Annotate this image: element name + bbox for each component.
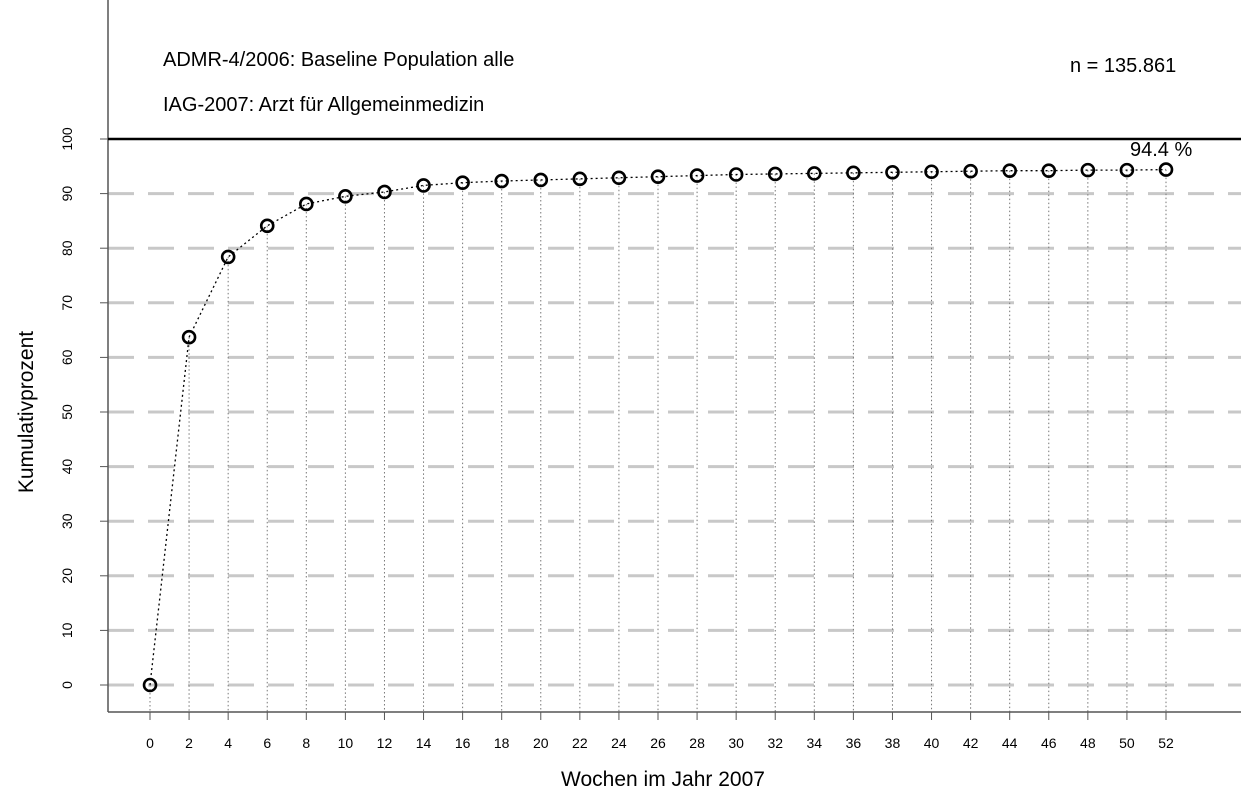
x-tick-label-34: 34 bbox=[807, 735, 823, 751]
frame-layer: 0 2 4 6 8 10 12 14 16 18 20 22 24 26 28 30 32 34 36 38 40 42 4… bbox=[59, 0, 1241, 751]
x-tick-label-12: 12 bbox=[377, 735, 393, 751]
y-tick-label-80: 80 bbox=[59, 240, 75, 256]
data-point-week-12 bbox=[377, 184, 392, 200]
x-tick-label-28: 28 bbox=[689, 735, 705, 751]
y-tick-label-100: 100 bbox=[59, 127, 75, 151]
subtitle-line-1: ADMR-4/2006: Baseline Population alle bbox=[163, 49, 514, 71]
x-tick-label-30: 30 bbox=[728, 735, 744, 751]
data-point-week-8 bbox=[299, 196, 314, 212]
x-tick-label-0: 0 bbox=[146, 735, 154, 751]
data-point-week-6 bbox=[259, 218, 275, 234]
x-tick-label-38: 38 bbox=[885, 735, 901, 751]
data-point-week-16 bbox=[455, 175, 470, 190]
x-axis-label: Wochen im Jahr 2007 bbox=[561, 768, 765, 791]
data-point-week-32 bbox=[767, 166, 783, 182]
x-tick-label-52: 52 bbox=[1158, 735, 1174, 751]
data-point-week-48 bbox=[1080, 162, 1096, 178]
x-tick-label-48: 48 bbox=[1080, 735, 1096, 751]
final-value-label: 94.4 % bbox=[1130, 139, 1192, 161]
x-tick-label-22: 22 bbox=[572, 735, 588, 751]
data-point-week-18 bbox=[494, 173, 509, 189]
data-point-week-20 bbox=[533, 172, 549, 188]
y-tick-label-90: 90 bbox=[59, 186, 75, 202]
series-layer bbox=[142, 162, 1174, 693]
data-point-week-4 bbox=[220, 249, 236, 265]
data-point-week-0 bbox=[142, 677, 158, 693]
x-tick-label-14: 14 bbox=[416, 735, 432, 751]
y-tick-label-40: 40 bbox=[59, 459, 75, 475]
data-point-week-2 bbox=[181, 329, 197, 345]
x-tick-label-40: 40 bbox=[924, 735, 940, 751]
data-point-week-40 bbox=[924, 164, 939, 180]
data-point-week-22 bbox=[572, 171, 588, 187]
y-tick-label-0: 0 bbox=[59, 681, 75, 689]
x-tick-label-4: 4 bbox=[224, 735, 232, 751]
data-point-week-28 bbox=[689, 168, 705, 183]
x-tick-label-18: 18 bbox=[494, 735, 510, 751]
y-tick-label-50: 50 bbox=[59, 404, 75, 420]
x-tick-label-26: 26 bbox=[650, 735, 666, 751]
sample-size-label: n = 135.861 bbox=[1070, 55, 1176, 77]
data-point-week-50 bbox=[1119, 162, 1135, 178]
data-point-week-30 bbox=[728, 167, 744, 182]
x-tick-label-46: 46 bbox=[1041, 735, 1057, 751]
y-tick-label-60: 60 bbox=[59, 349, 75, 365]
data-point-week-24 bbox=[611, 170, 627, 186]
data-point-week-44 bbox=[1002, 163, 1017, 178]
x-tick-label-8: 8 bbox=[302, 735, 310, 751]
y-tick-label-10: 10 bbox=[59, 622, 75, 638]
y-tick-label-70: 70 bbox=[59, 295, 75, 311]
data-point-week-14 bbox=[416, 178, 431, 193]
x-tick-label-2: 2 bbox=[185, 735, 193, 751]
data-point-week-52 bbox=[1158, 162, 1174, 177]
x-tick-label-32: 32 bbox=[767, 735, 783, 751]
data-point-week-36 bbox=[846, 165, 861, 181]
data-point-week-46 bbox=[1041, 163, 1057, 178]
data-point-week-26 bbox=[650, 169, 666, 184]
subtitle-line-2: IAG-2007: Arzt für Allgemeinmedizin bbox=[163, 94, 484, 116]
label-layer: ADMR-4/2006: Baseline Population alle IA… bbox=[15, 49, 1192, 791]
x-tick-label-16: 16 bbox=[455, 735, 471, 751]
data-point-week-42 bbox=[963, 163, 978, 179]
x-tick-label-44: 44 bbox=[1002, 735, 1018, 751]
data-point-week-38 bbox=[885, 165, 900, 180]
grid-layer bbox=[108, 169, 1241, 712]
x-tick-label-6: 6 bbox=[263, 735, 271, 751]
y-axis-label: Kumulativprozent bbox=[15, 331, 38, 493]
data-point-week-10 bbox=[338, 189, 353, 204]
series-line bbox=[149, 168, 1167, 686]
data-point-week-34 bbox=[807, 166, 822, 181]
y-tick-label-20: 20 bbox=[59, 568, 75, 584]
x-tick-label-42: 42 bbox=[963, 735, 979, 751]
x-tick-label-24: 24 bbox=[611, 735, 627, 751]
x-tick-label-50: 50 bbox=[1119, 735, 1135, 751]
x-tick-label-20: 20 bbox=[533, 735, 549, 751]
y-tick-label-30: 30 bbox=[59, 513, 75, 529]
x-tick-label-10: 10 bbox=[338, 735, 354, 751]
x-tick-label-36: 36 bbox=[846, 735, 862, 751]
